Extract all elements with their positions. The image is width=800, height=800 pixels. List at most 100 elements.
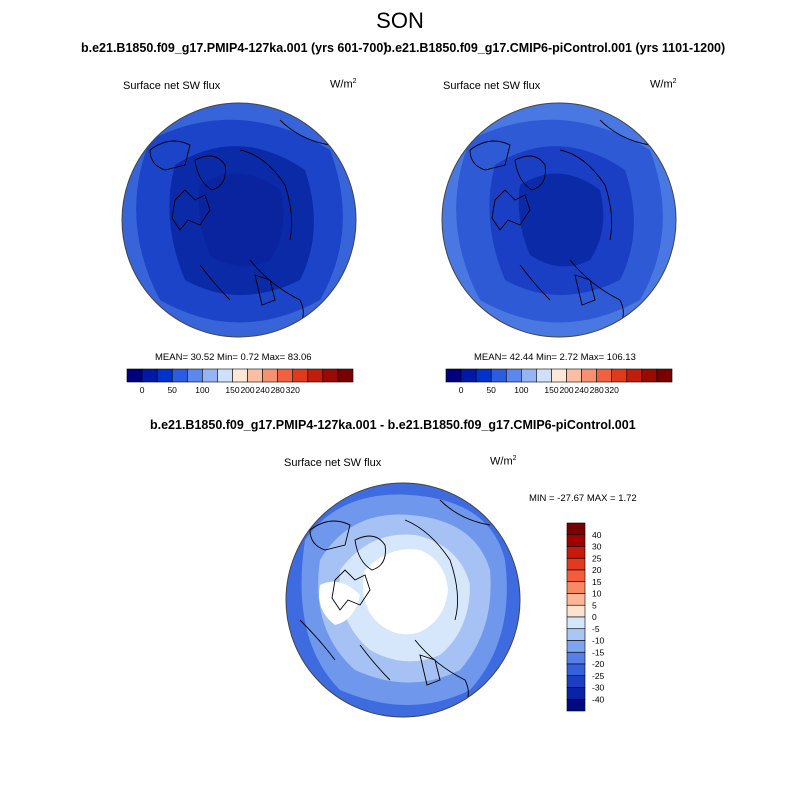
panel-2-polar-map — [442, 103, 676, 337]
panel-2-colorbar-swatch — [581, 368, 597, 383]
diff-colorbar-tick-label: 10 — [592, 589, 602, 599]
panel-2-colorbar-tick-label: 50 — [486, 385, 496, 395]
panel-1-polar-map — [122, 103, 356, 337]
panel-1-colorbar-tick-label: 100 — [195, 385, 209, 395]
diff-colorbar-swatch — [566, 640, 586, 653]
panel-2-colorbar-swatch — [536, 368, 552, 383]
panel-1-map-border — [121, 102, 357, 338]
diff-colorbar-tick-label: -20 — [592, 659, 605, 669]
panel-1-colorbar-swatch — [171, 368, 188, 383]
panel-2-colorbar-tick-label: 280 — [590, 385, 604, 395]
diff-colorbar-swatch — [566, 628, 586, 641]
diff-colorbar-tick-label: 40 — [592, 530, 602, 540]
panel-1-colorbar-swatch — [156, 368, 173, 383]
diff-colorbar-tick-label: -5 — [592, 624, 600, 634]
diff-coastlines — [299, 499, 491, 716]
panel-2-title: b.e21.B1850.f09_g17.CMIP6-piControl.001 … — [384, 41, 726, 55]
panel-2-colorbar-swatch — [566, 368, 582, 383]
diff-colorbar-swatch — [566, 569, 586, 583]
diff-panel-title: b.e21.B1850.f09_g17.PMIP4-127ka.001 - b.… — [150, 418, 636, 432]
panel-2-colorbar-tick-label: 320 — [605, 385, 619, 395]
panel-1-stats: MEAN= 30.52 Min= 0.72 Max= 83.06 — [155, 352, 312, 363]
diff-colorbar-swatch — [566, 557, 586, 571]
panel-1-colorbar-swatch — [247, 368, 263, 383]
diff-polar-map — [286, 483, 520, 717]
panel-2-colorbar-swatch — [641, 368, 658, 383]
panel-2-colorbar-swatch — [626, 368, 643, 383]
panel-2-stats: MEAN= 42.44 Min= 2.72 Max= 106.13 — [474, 352, 636, 363]
panel-2-colorbar-tick-label: 150 — [544, 385, 558, 395]
panel-2-colorbar-swatch — [656, 368, 673, 383]
panel-1-colorbar-swatch — [337, 368, 354, 383]
panel-2-colorbar-swatch — [445, 368, 462, 383]
panel-1-colorbar-swatch — [277, 368, 294, 383]
panel-2-colorbar-swatch — [611, 368, 628, 383]
panel-2-colorbar-tick-label: 100 — [514, 385, 528, 395]
panel-2-colorbar-tick-label: 200 — [559, 385, 573, 395]
panel-2-colorbar-swatch — [521, 368, 537, 383]
panel-2-colorbar-tick-label: 240 — [575, 385, 589, 395]
panel-1-colorbar: 0 50 100 150 200 240 280 320 — [126, 368, 354, 395]
panel-1-colorbar-swatch — [217, 368, 233, 383]
diff-colorbar-tick-label: -25 — [592, 671, 605, 681]
diff-colorbar-tick-label: 15 — [592, 577, 602, 587]
diff-colorbar-swatch — [566, 581, 586, 594]
panel-1-colorbar-swatch — [202, 368, 218, 383]
diff-colorbar-swatch — [566, 651, 586, 665]
panel-1-colorbar-swatch — [292, 368, 309, 383]
diff-colorbar-swatch — [566, 546, 586, 559]
diff-colorbar-swatch — [566, 593, 586, 606]
panel-2-colorbar-swatch — [490, 368, 507, 383]
panel-1-colorbar-swatch — [126, 368, 143, 383]
diff-colorbar-swatch — [566, 698, 586, 712]
diff-colorbar-swatch — [566, 534, 586, 547]
panel-1-colorbar-tick-label: 0 — [140, 385, 145, 395]
diff-colorbar-swatch — [566, 616, 586, 630]
diff-colorbar-tick-label: 5 — [592, 600, 597, 610]
diff-colorbar-swatch — [566, 675, 586, 688]
diff-units: W/m2 — [490, 455, 517, 468]
season-title: SON — [376, 8, 424, 33]
panel-2-colorbar-swatch — [460, 368, 477, 383]
diff-colorbar-tick-label: -15 — [592, 647, 605, 657]
diff-colorbar-swatch — [566, 663, 586, 677]
diff-variable-label: Surface net SW flux — [284, 457, 382, 469]
panel-1-colorbar-swatch — [262, 368, 278, 383]
diff-colorbar-tick-label: -30 — [592, 683, 605, 693]
diff-colorbar-tick-label: -40 — [592, 694, 605, 704]
panel-1-colorbar-tick-label: 150 — [225, 385, 239, 395]
panel-1-colorbar-tick-label: 320 — [286, 385, 300, 395]
diff-colorbar-tick-label: 30 — [592, 542, 602, 552]
panel-1-variable-label: Surface net SW flux — [123, 80, 221, 92]
panel-2-map-border — [441, 102, 677, 338]
panel-2-colorbar-tick-label: 0 — [459, 385, 464, 395]
diff-colorbar-tick-label: 25 — [592, 553, 602, 563]
panel-1-colorbar-swatch — [322, 368, 339, 383]
panel-1-colorbar-swatch — [307, 368, 324, 383]
panel-1-colorbar-tick-label: 50 — [167, 385, 177, 395]
diff-colorbar-tick-label: -10 — [592, 636, 605, 646]
diff-colorbar-swatch — [566, 522, 586, 536]
diff-stats: MIN = -27.67 MAX = 1.72 — [529, 493, 637, 504]
panel-2-variable-label: Surface net SW flux — [443, 80, 541, 92]
panel-2-colorbar-swatch — [505, 368, 522, 383]
panel-2-colorbar-swatch — [596, 368, 613, 383]
panel-2-colorbar-swatch — [475, 368, 492, 383]
diff-colorbar-swatch — [566, 604, 586, 618]
panel-1-colorbar-tick-label: 280 — [271, 385, 285, 395]
diff-colorbar-tick-label: 0 — [592, 612, 597, 622]
panel-2-colorbar: 0 50 100 150 200 240 280 320 — [445, 368, 673, 395]
panel-1-colorbar-swatch — [141, 368, 158, 383]
panel-2-units: W/m2 — [650, 78, 677, 91]
diff-map-border — [285, 482, 521, 718]
diff-colorbar-tick-label: 20 — [592, 565, 602, 575]
panel-1-colorbar-tick-label: 200 — [240, 385, 254, 395]
diff-colorbar-swatch — [566, 687, 586, 700]
panel-1-units: W/m2 — [330, 78, 357, 91]
panel-2-colorbar-swatch — [551, 368, 567, 383]
panel-1-colorbar-swatch — [186, 368, 203, 383]
panel-1-title: b.e21.B1850.f09_g17.PMIP4-127ka.001 (yrs… — [81, 41, 388, 55]
panel-1-colorbar-swatch — [232, 368, 248, 383]
